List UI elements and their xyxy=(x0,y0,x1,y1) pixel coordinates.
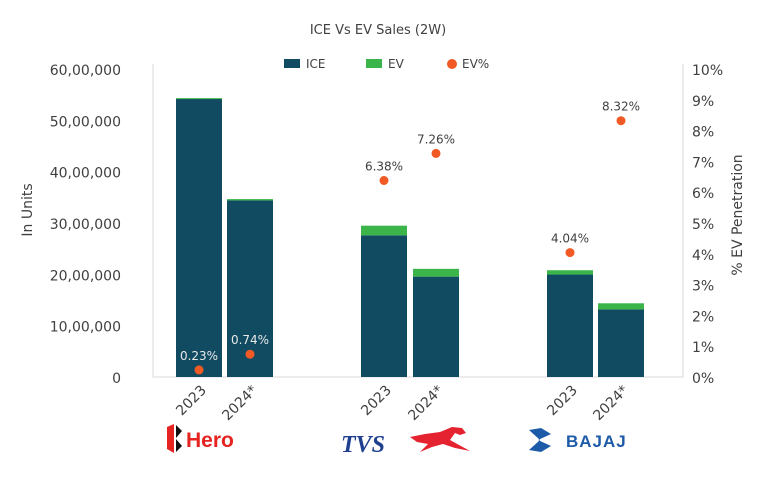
bar-ev xyxy=(176,98,222,100)
bar-ice xyxy=(227,200,273,377)
y2-tick-label: 1% xyxy=(692,340,714,356)
y2-axis-label: % EV Penetration xyxy=(730,154,746,275)
tvs-logo: TVS xyxy=(341,427,470,458)
y2-tick-label: 2% xyxy=(692,309,714,325)
y2-tick-label: 0% xyxy=(692,371,714,387)
ev-pct-label: 4.04% xyxy=(551,232,589,246)
bar-ev xyxy=(413,268,459,277)
chart-title: ICE Vs EV Sales (2W) xyxy=(310,23,446,38)
legend-ice-label: ICE xyxy=(306,57,326,71)
y-tick-label: 0 xyxy=(112,371,121,387)
y2-tick-label: 4% xyxy=(692,248,714,264)
ev-pct-marker xyxy=(379,175,389,185)
svg-text:TVS: TVS xyxy=(341,432,385,458)
bar-ice xyxy=(413,276,459,377)
legend-ice-swatch xyxy=(284,59,300,68)
bajaj-logo: BAJAJ xyxy=(529,428,627,452)
hero-logo: Hero xyxy=(167,424,234,453)
bar-ev xyxy=(227,199,273,201)
ev-pct-marker xyxy=(565,248,575,258)
legend-ev-swatch xyxy=(366,59,382,68)
y-tick-label: 10,00,000 xyxy=(50,320,121,336)
y-tick-label: 30,00,000 xyxy=(50,217,121,233)
x-tick-label: 2023 xyxy=(544,383,581,420)
bar-ev xyxy=(361,225,407,236)
svg-text:BAJAJ: BAJAJ xyxy=(566,432,627,451)
bar-ice xyxy=(598,309,644,377)
x-tick-label: 2024* xyxy=(590,383,631,424)
bar-ice xyxy=(361,235,407,377)
legend-ev-label: EV xyxy=(388,57,405,71)
legend-evpct-label: EV% xyxy=(462,57,489,71)
bar-ev xyxy=(598,303,644,310)
ev-pct-label: 6.38% xyxy=(365,159,403,173)
x-tick-label: 2024* xyxy=(405,383,446,424)
y2-tick-label: 6% xyxy=(692,186,714,202)
y2-tick-label: 7% xyxy=(692,155,714,171)
x-tick-label: 2024* xyxy=(219,383,260,424)
legend: ICE EV EV% xyxy=(284,57,489,71)
y-tick-label: 60,00,000 xyxy=(50,63,121,79)
ev-pct-marker xyxy=(431,148,441,158)
ev-pct-label: 0.23% xyxy=(180,349,218,363)
ev-pct-label: 0.74% xyxy=(231,333,269,347)
ev-pct-label: 8.32% xyxy=(602,100,640,114)
ev-pct-marker xyxy=(616,116,626,126)
y-axis-label: In Units xyxy=(20,183,36,236)
x-tick-label: 2023 xyxy=(358,383,395,420)
y2-tick-label: 8% xyxy=(692,125,714,141)
ev-pct-marker xyxy=(194,365,204,375)
bar-ev xyxy=(547,270,593,275)
bar-ice xyxy=(176,98,222,378)
bar-ice xyxy=(547,274,593,377)
svg-text:Hero: Hero xyxy=(186,429,234,452)
y2-tick-label: 3% xyxy=(692,279,714,295)
y2-tick-label: 10% xyxy=(692,63,723,79)
ev-pct-label: 7.26% xyxy=(417,132,455,146)
y-tick-label: 50,00,000 xyxy=(50,114,121,130)
legend-evpct-marker xyxy=(447,59,457,69)
y2-tick-label: 5% xyxy=(692,217,714,233)
x-tick-label: 2023 xyxy=(173,383,210,420)
y2-tick-label: 9% xyxy=(692,94,714,110)
ev-pct-marker xyxy=(245,349,255,359)
y-tick-label: 40,00,000 xyxy=(50,166,121,182)
y-tick-label: 20,00,000 xyxy=(50,268,121,284)
